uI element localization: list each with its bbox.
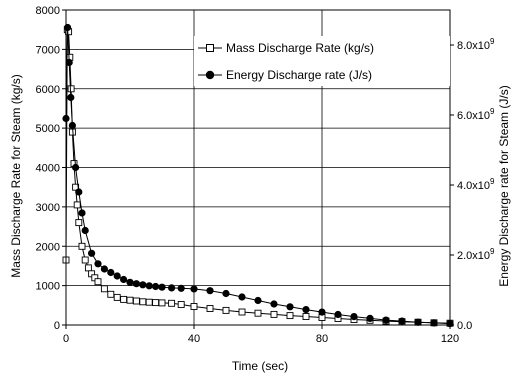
data-point-energy	[132, 280, 140, 288]
y2-tick-label: 6.0x109	[457, 107, 495, 122]
data-point-energy	[145, 282, 153, 290]
data-point-mass	[126, 296, 134, 304]
data-point-energy	[158, 283, 166, 291]
data-point-mass	[158, 299, 166, 307]
data-point-mass	[94, 278, 102, 286]
data-point-mass	[139, 298, 147, 306]
data-point-energy	[177, 284, 185, 292]
data-point-energy	[222, 289, 230, 298]
data-point-energy	[120, 275, 128, 284]
y-tick-label: 6000	[36, 84, 60, 96]
data-point-energy	[398, 317, 406, 325]
y-tick-label: 7000	[36, 44, 60, 56]
x-tick-label: 120	[441, 333, 459, 345]
data-point-energy	[72, 163, 80, 172]
x-tick-label: 0	[63, 333, 69, 345]
data-point-mass	[190, 303, 198, 310]
data-point-mass	[73, 201, 81, 209]
data-point-energy	[75, 188, 83, 196]
data-point-energy	[88, 249, 96, 257]
legend-label-energy: Energy Discharge rate (J/s)	[226, 68, 372, 82]
data-point-mass	[81, 256, 89, 264]
data-point-energy	[302, 306, 310, 314]
data-point-mass	[286, 312, 294, 320]
y-tick-label: 5000	[36, 123, 60, 135]
y2-tick-label: 0.0	[457, 320, 472, 332]
data-point-mass	[152, 299, 160, 307]
data-point-energy	[78, 209, 86, 217]
data-point-mass	[78, 242, 86, 250]
data-point-energy	[65, 58, 73, 67]
data-point-energy	[94, 260, 102, 268]
y-axis-title-left: Mass Discharge Rate for Steam (kg/s)	[9, 74, 23, 277]
data-point-energy	[126, 278, 134, 286]
data-point-energy	[414, 318, 422, 326]
data-point-energy	[270, 300, 278, 308]
y2-tick-label: 2.0x109	[457, 247, 495, 262]
axis-ticks: 0 1000 2000 3000 4000 5000 6000 7000 8000 0 40 80 12…	[36, 5, 496, 345]
data-point-mass	[254, 309, 262, 317]
legend-label-mass: Mass Discharge Rate (kg/s)	[226, 41, 374, 55]
data-point-mass	[107, 290, 115, 298]
data-point-energy	[81, 226, 89, 235]
data-point-mass	[100, 285, 108, 293]
data-point-energy	[168, 284, 176, 292]
data-point-mass	[168, 299, 176, 307]
data-point-energy	[152, 282, 160, 291]
y-tick-label: 1000	[36, 281, 60, 293]
data-point-energy	[254, 296, 262, 305]
data-point-energy	[64, 23, 72, 32]
y-tick-label: 8000	[36, 5, 60, 17]
data-point-energy	[68, 121, 76, 130]
data-point-mass	[67, 85, 75, 93]
data-point-mass	[222, 306, 230, 314]
data-point-energy	[318, 308, 326, 316]
data-point-mass	[206, 305, 214, 312]
data-point-energy	[190, 285, 198, 293]
legend: Mass Discharge Rate (kg/s) Energy Discha…	[194, 36, 450, 86]
x-tick-label: 40	[188, 333, 200, 345]
data-point-mass	[120, 295, 128, 303]
data-point-energy	[366, 314, 374, 322]
data-point-energy	[206, 287, 214, 295]
data-point-energy	[113, 272, 121, 280]
y-tick-label: 4000	[36, 163, 60, 175]
data-point-mass	[84, 264, 92, 272]
legend-marker-energy	[205, 70, 215, 80]
data-point-energy	[334, 310, 342, 319]
data-point-mass	[132, 297, 140, 305]
data-point-energy	[238, 293, 246, 301]
data-point-energy	[382, 316, 390, 324]
data-point-mass	[145, 298, 153, 306]
data-point-energy	[107, 268, 115, 277]
y2-tick-label: 4.0x109	[457, 177, 495, 192]
y2-tick-label: 8.0x109	[457, 37, 495, 52]
data-point-mass	[177, 301, 185, 308]
data-point-energy	[100, 265, 108, 273]
data-point-energy	[67, 93, 75, 102]
legend-background	[194, 36, 450, 86]
y-tick-label: 3000	[36, 202, 60, 214]
x-axis-title: Time (sec)	[232, 359, 288, 373]
x-tick-label: 80	[316, 333, 328, 345]
y-tick-label: 2000	[36, 241, 60, 253]
y-tick-label: 0	[54, 320, 60, 332]
data-point-mass	[238, 308, 246, 316]
data-point-mass	[270, 310, 278, 318]
y-axis-title-right: Energy Discharge rate for Steam (J/s)	[497, 85, 511, 286]
plot-series	[62, 23, 454, 328]
legend-marker-mass	[206, 44, 214, 52]
data-point-mass	[113, 293, 121, 301]
data-point-mass	[75, 219, 83, 227]
data-point-energy	[139, 281, 147, 289]
data-point-energy	[350, 313, 358, 321]
data-point-mass	[302, 313, 310, 320]
data-point-energy	[286, 303, 294, 311]
